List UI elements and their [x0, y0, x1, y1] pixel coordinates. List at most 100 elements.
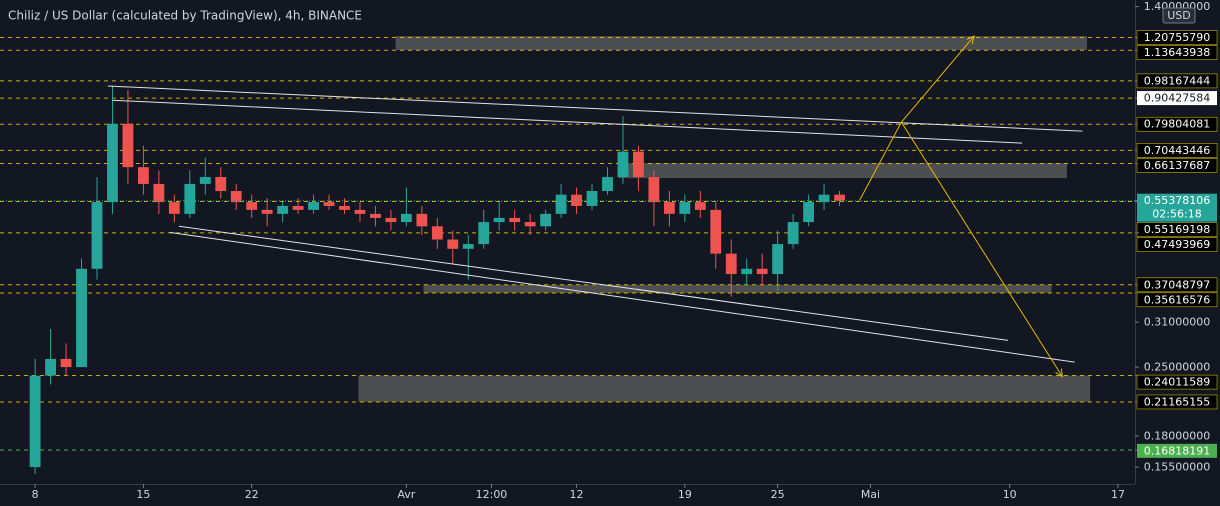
- x-tick-label: 15: [136, 488, 150, 501]
- price-label: 1.20755790: [1144, 31, 1210, 44]
- candle-body: [524, 222, 536, 227]
- candle-body: [277, 205, 289, 214]
- price-label-bg: [1136, 277, 1218, 293]
- x-tick-label: 17: [1111, 488, 1125, 501]
- candle-body: [107, 123, 118, 203]
- candle-body: [122, 123, 134, 168]
- candle-body: [339, 205, 350, 210]
- candle-body: [555, 194, 567, 214]
- x-tick-label: 19: [678, 488, 692, 501]
- price-label-bg: [1136, 143, 1218, 158]
- arrow-path: [900, 121, 1063, 377]
- chart-title: Chiliz / US Dollar (calculated by Tradin…: [8, 9, 362, 23]
- candle-body: [756, 268, 768, 275]
- price-label: 0.25000000: [1144, 361, 1210, 374]
- price-label: 0.70443446: [1144, 144, 1210, 157]
- candle-body: [818, 194, 830, 203]
- price-label: 0.35616576: [1144, 293, 1210, 306]
- price-label-bg: [1137, 443, 1217, 458]
- trend-line: [178, 225, 1009, 341]
- candle-body: [478, 222, 490, 245]
- candle-body: [230, 191, 242, 203]
- arrow-head: [966, 35, 975, 44]
- price-label: 0.18000000: [1144, 429, 1210, 442]
- candle-body: [215, 177, 227, 192]
- candle-body: [447, 239, 459, 249]
- candle-body: [710, 209, 722, 254]
- price-label: 0.55378106: [1144, 194, 1210, 207]
- x-tick-label: Avr: [397, 488, 415, 501]
- zone: [395, 36, 1088, 50]
- x-tick-label: Mai: [861, 488, 880, 501]
- candle-body: [137, 167, 149, 184]
- candle-body: [292, 205, 304, 210]
- x-tick-label: 22: [245, 488, 259, 501]
- candle-body: [617, 151, 629, 178]
- price-label: 0.98167444: [1144, 74, 1210, 87]
- candle-body: [323, 202, 335, 206]
- price-label-bg: [1137, 193, 1217, 222]
- candle-body: [725, 253, 737, 275]
- arrow-head: [1055, 368, 1063, 378]
- candle-body: [29, 375, 41, 468]
- zone: [423, 284, 1052, 294]
- x-tick-label: 25: [771, 488, 785, 501]
- candle-body: [834, 194, 845, 201]
- price-label: 0.16818191: [1144, 444, 1210, 457]
- candle-body: [184, 183, 196, 214]
- currency-box: [1162, 7, 1196, 24]
- candle-body: [168, 202, 180, 214]
- x-tick-label: 12:00: [476, 488, 508, 501]
- candle-body: [493, 217, 505, 223]
- candle-body: [540, 213, 552, 227]
- candle-body: [400, 213, 412, 223]
- candle-body: [586, 191, 598, 206]
- price-label-bg: [1137, 91, 1217, 106]
- candle-body: [694, 202, 706, 210]
- trend-line: [112, 99, 1023, 144]
- candle-body: [663, 202, 675, 214]
- candle-body: [308, 202, 319, 210]
- candle-body: [45, 358, 56, 376]
- candle-body: [199, 177, 211, 184]
- price-label-bg: [1136, 73, 1218, 89]
- candle-body: [91, 202, 103, 269]
- price-label: 0.79804081: [1144, 118, 1210, 131]
- price-label: 0.55169198: [1144, 223, 1210, 236]
- countdown-label: 02:56:18: [1152, 208, 1201, 221]
- x-tick-label: 8: [32, 488, 39, 501]
- price-label: 0.31000000: [1144, 316, 1210, 329]
- price-label: 0.21165155: [1144, 395, 1210, 408]
- candle-body: [772, 244, 784, 275]
- price-label: 0.66137687: [1144, 159, 1210, 172]
- price-label: 1.13643938: [1144, 46, 1210, 59]
- candle-body: [803, 202, 815, 223]
- x-tick-label: 12: [570, 488, 584, 501]
- candle-body: [633, 151, 644, 178]
- candle-body: [354, 209, 366, 214]
- candle-body: [679, 202, 691, 214]
- price-label: 0.47493969: [1144, 238, 1210, 251]
- price-label: 0.90427584: [1144, 92, 1210, 105]
- trend-line: [107, 85, 1083, 132]
- candle-body: [416, 213, 428, 227]
- price-label: 0.15500000: [1144, 461, 1210, 474]
- candle-body: [602, 177, 613, 192]
- price-label: 0.37048797: [1144, 278, 1210, 291]
- candle-body: [246, 202, 258, 210]
- candle-body: [462, 244, 474, 249]
- price-label-bg: [1136, 116, 1218, 132]
- price-label-bg: [1136, 374, 1218, 390]
- candle-body: [385, 217, 397, 223]
- plot-area: [0, 35, 1135, 474]
- price-label-bg: [1136, 394, 1218, 410]
- candle-body: [431, 226, 443, 240]
- price-label-bg: [1136, 237, 1218, 252]
- currency-label: USD: [1167, 9, 1191, 22]
- candle-body: [787, 222, 799, 245]
- candle-body: [648, 177, 660, 203]
- candle-body: [741, 268, 753, 275]
